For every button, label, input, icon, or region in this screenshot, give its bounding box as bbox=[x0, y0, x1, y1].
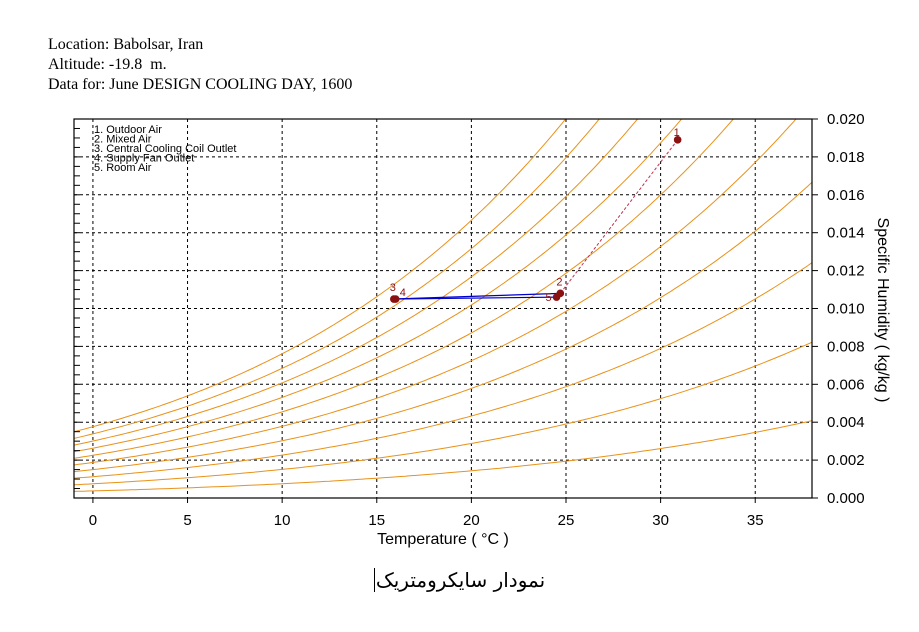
coil-line bbox=[393, 292, 561, 300]
rh-curve bbox=[74, 420, 812, 492]
x-tick-label: 0 bbox=[89, 512, 97, 529]
outdoor-mix-line bbox=[559, 139, 679, 294]
altitude-text: Altitude: -19.8 m. bbox=[48, 56, 167, 73]
legend-item: 1. Outdoor Air bbox=[94, 124, 162, 136]
y-tick-label: 0.012 bbox=[827, 263, 865, 280]
y-tick-label: 0.018 bbox=[827, 149, 865, 166]
state-point-1 bbox=[673, 136, 682, 144]
caption-text: نمودار سایکرومتریک bbox=[373, 568, 546, 592]
rh-curve bbox=[74, 119, 639, 446]
state-point-5 bbox=[552, 293, 561, 301]
y-tick-label: 0.004 bbox=[827, 414, 865, 431]
rh-curve bbox=[74, 119, 797, 466]
x-tick-label: 15 bbox=[368, 512, 385, 529]
x-tick-label: 5 bbox=[183, 512, 191, 529]
legend-item: 2. Mixed Air bbox=[94, 134, 152, 146]
y-tick-label: 0.010 bbox=[827, 301, 865, 318]
location-text: Location: Babolsar, Iran bbox=[48, 36, 204, 53]
y-tick-label: 0.000 bbox=[827, 490, 865, 507]
rh-curve bbox=[74, 119, 735, 459]
x-tick-label: 20 bbox=[463, 512, 480, 529]
state-point-label-3: 3 bbox=[390, 282, 396, 294]
legend-item: 5. Room Air bbox=[94, 162, 152, 174]
rh-curve bbox=[74, 119, 567, 433]
x-tick-label: 30 bbox=[652, 512, 669, 529]
y-tick-label: 0.008 bbox=[827, 338, 865, 355]
state-point-4 bbox=[391, 295, 400, 303]
x-tick-label: 10 bbox=[274, 512, 291, 529]
y-tick-label: 0.016 bbox=[827, 187, 865, 204]
state-point-label-4: 4 bbox=[400, 287, 406, 299]
rh-curve bbox=[74, 119, 600, 439]
state-point-label-5: 5 bbox=[546, 292, 552, 304]
state-point-label-2: 2 bbox=[556, 276, 562, 288]
rh-curve bbox=[74, 341, 812, 486]
legend-item: 3. Central Cooling Coil Outlet bbox=[94, 143, 236, 155]
y-tick-label: 0.020 bbox=[827, 111, 865, 128]
supply-room-line bbox=[395, 296, 557, 300]
y-axis-label: Specific Humidity ( kg/kg ) bbox=[874, 218, 891, 403]
chart-header: Location: Babolsar, Iran Altitude: -19.8… bbox=[48, 35, 352, 95]
x-axis-label: Temperature ( °C ) bbox=[377, 531, 509, 548]
y-tick-label: 0.002 bbox=[827, 452, 865, 469]
x-tick-label: 35 bbox=[747, 512, 764, 529]
rh-curve bbox=[74, 262, 812, 479]
rh-curves bbox=[74, 119, 812, 492]
data-for-text: Data for: June DESIGN COOLING DAY, 1600 bbox=[48, 76, 353, 93]
y-tick-label: 0.014 bbox=[827, 225, 865, 242]
x-tick-label: 25 bbox=[558, 512, 575, 529]
rh-curve bbox=[74, 181, 812, 473]
y-tick-label: 0.006 bbox=[827, 376, 865, 393]
legend-item: 4. Supply Fan Outlet bbox=[94, 153, 194, 165]
rh-curve bbox=[74, 119, 683, 453]
state-point-label-1: 1 bbox=[674, 127, 680, 139]
